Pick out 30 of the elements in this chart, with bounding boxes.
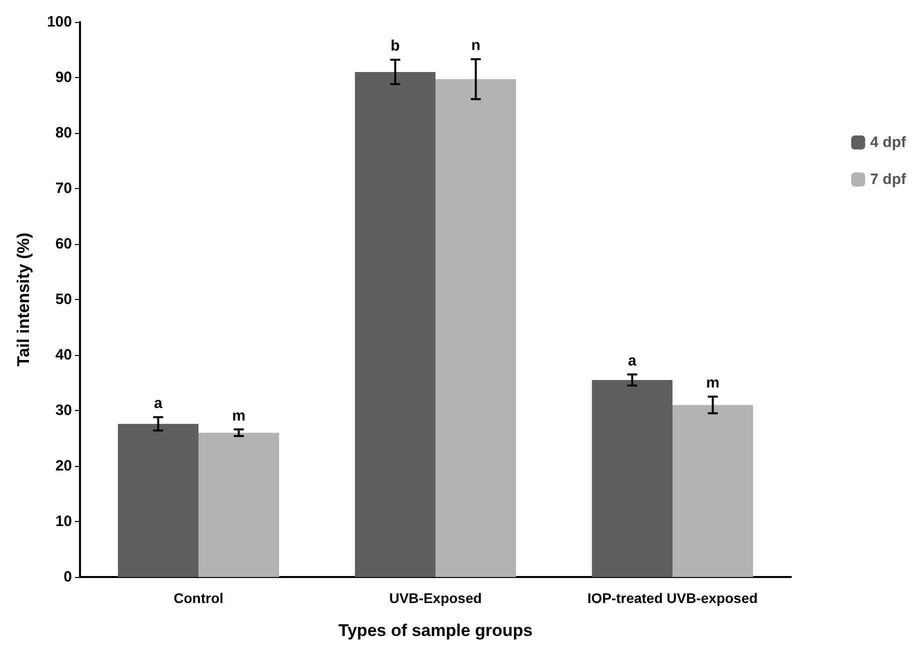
- bar: [354, 72, 436, 577]
- y-tick-label: 70: [55, 180, 72, 197]
- y-tick-label: 60: [55, 236, 72, 252]
- bar: [118, 424, 198, 577]
- data-label: a: [628, 352, 638, 370]
- x-tick-label: Control: [174, 590, 224, 606]
- legend-label: 7 dpf: [870, 171, 908, 188]
- y-tick-label: 90: [55, 69, 72, 86]
- y-tick-label: 20: [55, 458, 72, 474]
- data-label: n: [471, 37, 480, 54]
- bar: [592, 380, 672, 577]
- bar: [672, 404, 754, 577]
- bar: [198, 432, 280, 577]
- y-axis-title: Tail intensity (%): [14, 232, 33, 366]
- y-tick-label: 100: [46, 14, 72, 30]
- bar: [436, 79, 516, 577]
- y-tick-label: 40: [55, 346, 72, 364]
- y-tick-label: 10: [55, 513, 72, 530]
- data-label: a: [154, 395, 164, 412]
- data-label: b: [390, 38, 400, 55]
- y-tick-label: 30: [55, 402, 72, 419]
- y-tick-label: 0: [64, 568, 72, 586]
- legend-label: 4 dpf: [870, 134, 908, 151]
- y-tick-label: 80: [55, 124, 72, 142]
- x-axis-title: Types of sample groups: [338, 621, 533, 640]
- x-tick-label: UVB-Exposed: [389, 590, 482, 606]
- data-label: m: [706, 374, 720, 392]
- y-tick-label: 50: [55, 291, 72, 308]
- data-label: m: [232, 407, 246, 424]
- x-tick-label: IOP-treated UVB-exposed: [587, 590, 758, 606]
